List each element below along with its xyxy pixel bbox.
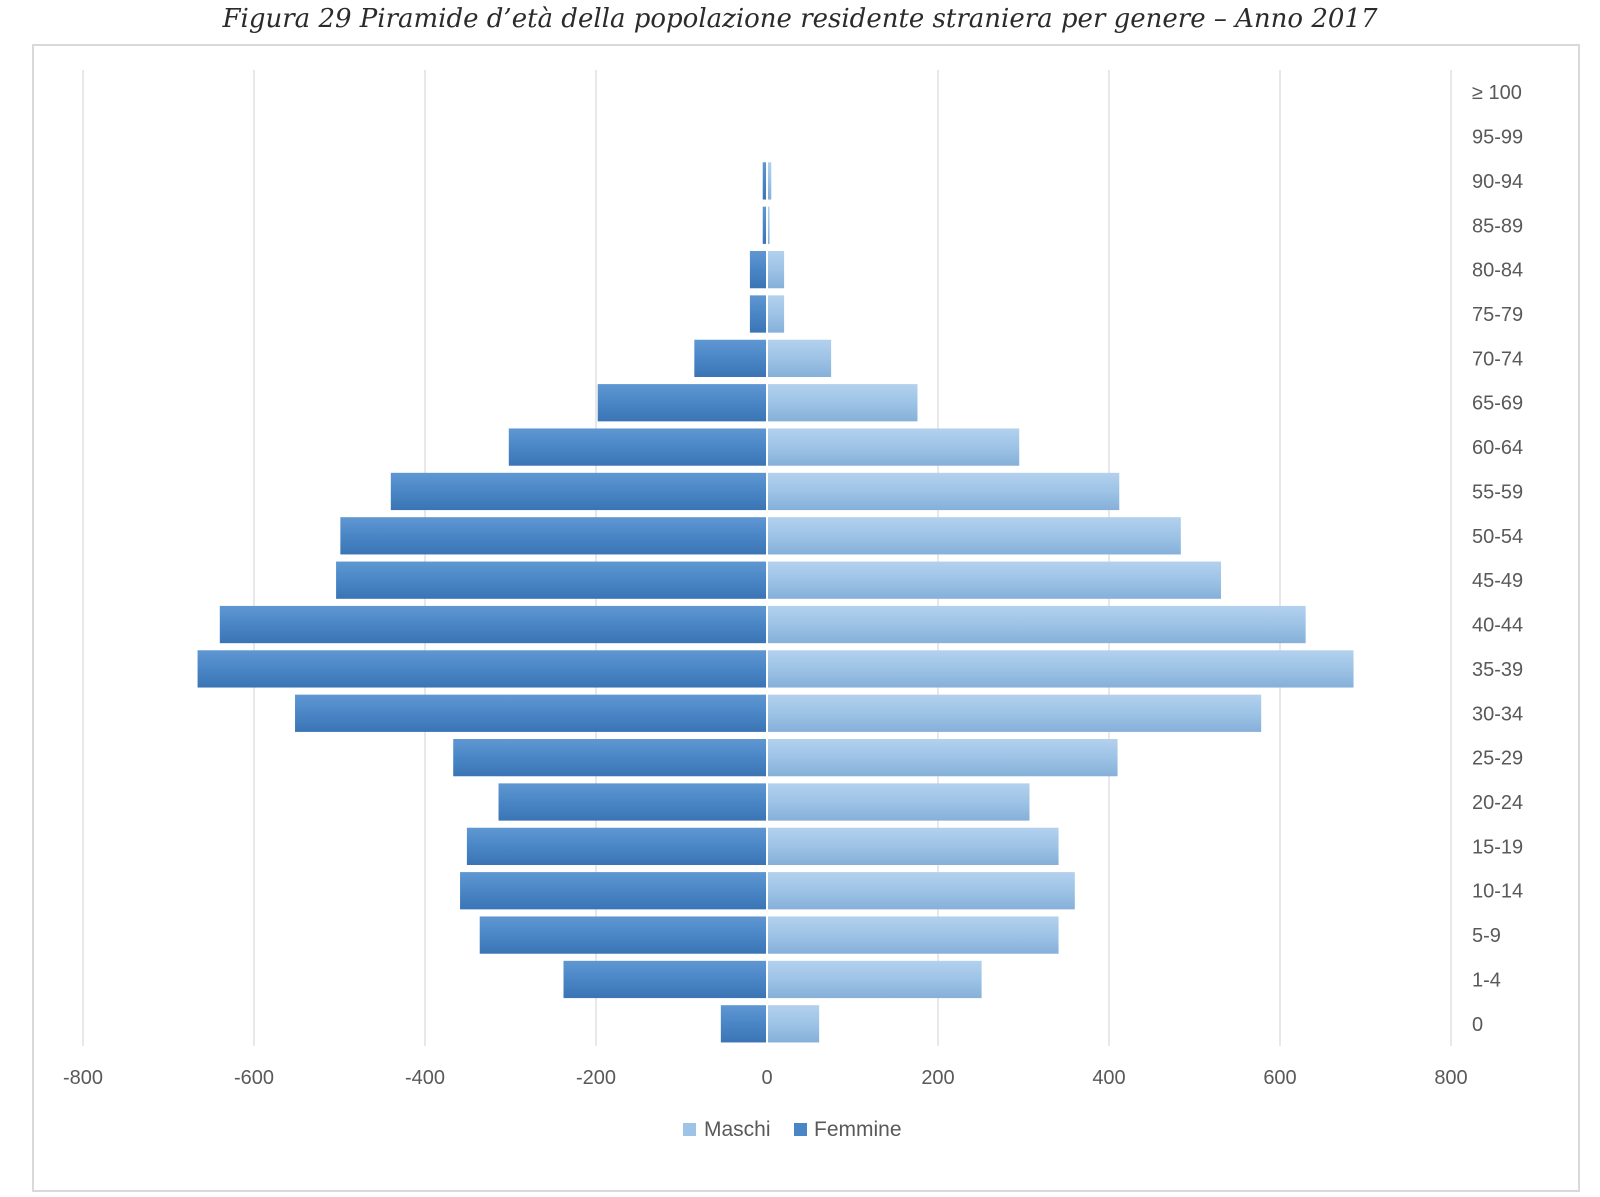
bar-femmine	[453, 739, 767, 777]
bar-maschi	[767, 472, 1120, 511]
bar-maschi	[767, 206, 770, 244]
category-label: 0	[1472, 1014, 1483, 1036]
bar-maschi	[767, 694, 1262, 732]
category-label: 60-64	[1472, 437, 1523, 459]
x-tick-label: -800	[63, 1067, 103, 1089]
bar-maschi	[767, 561, 1222, 599]
bar-maschi	[767, 605, 1306, 644]
bar-maschi	[767, 650, 1354, 688]
x-tick-label: -400	[405, 1067, 445, 1089]
category-label: 90-94	[1472, 171, 1523, 193]
bar-femmine	[597, 384, 767, 422]
x-tick-label: -600	[234, 1067, 274, 1089]
category-label: 75-79	[1472, 304, 1523, 326]
bar-maschi	[767, 251, 785, 289]
bar-femmine	[336, 561, 767, 599]
bar-femmine	[295, 694, 767, 732]
bar-femmine	[762, 206, 767, 244]
bar-femmine	[498, 783, 767, 821]
bar-femmine	[479, 916, 767, 954]
category-label: 5-9	[1472, 925, 1501, 947]
legend-swatch-maschi	[683, 1123, 696, 1136]
legend-swatch-femmine	[794, 1123, 807, 1136]
legend: Maschi Femmine	[683, 1118, 902, 1141]
category-label: 35-39	[1472, 659, 1523, 681]
x-tick-label: 400	[1092, 1067, 1125, 1089]
x-tick-label: 0	[761, 1067, 772, 1089]
bar-femmine	[340, 517, 767, 555]
category-label: 20-24	[1472, 792, 1523, 814]
category-label: 80-84	[1472, 260, 1523, 282]
x-axis-labels: -800 -600 -400 -200 0 200 400 600 800	[63, 1067, 1468, 1089]
bar-maschi	[767, 162, 772, 200]
bar-maschi	[767, 428, 1020, 466]
bars	[197, 70, 1354, 1046]
category-label: 70-74	[1472, 348, 1523, 370]
bar-femmine	[720, 1005, 767, 1043]
bar-femmine	[749, 251, 767, 289]
category-label: 40-44	[1472, 615, 1523, 637]
x-tick-label: 200	[921, 1067, 954, 1089]
category-label: 1-4	[1472, 969, 1501, 991]
category-label: 25-29	[1472, 748, 1523, 770]
category-label: 65-69	[1472, 393, 1523, 415]
bar-femmine	[508, 428, 767, 466]
bar-femmine	[466, 827, 767, 865]
bar-femmine	[563, 960, 767, 999]
category-label: 30-34	[1472, 703, 1523, 725]
x-tick-label: 800	[1434, 1067, 1467, 1089]
category-label: ≥ 100	[1472, 82, 1522, 104]
x-tick-label: 600	[1263, 1067, 1296, 1089]
bar-femmine	[219, 605, 768, 644]
bar-maschi	[767, 517, 1181, 555]
category-labels: ≥ 100 95-99 90-94 85-89 80-84 75-79 70-74 65-69…	[1472, 82, 1523, 1036]
category-label: 85-89	[1472, 215, 1523, 237]
category-label: 10-14	[1472, 881, 1523, 903]
legend-label-femmine: Femmine	[814, 1118, 902, 1141]
category-label: 15-19	[1472, 836, 1523, 858]
bar-maschi	[767, 827, 1059, 865]
x-tick-label: -200	[576, 1067, 616, 1089]
bar-femmine	[749, 295, 767, 333]
bar-maschi	[767, 339, 832, 377]
bar-maschi	[767, 295, 785, 333]
bar-femmine	[762, 162, 767, 200]
figure-caption: Figura 29 Piramide d’età della popolazio…	[222, 4, 1378, 34]
bar-maschi	[767, 1005, 820, 1043]
bar-maschi	[767, 916, 1059, 954]
bar-femmine	[460, 872, 767, 910]
bar-femmine	[694, 339, 767, 377]
legend-label-maschi: Maschi	[704, 1118, 771, 1141]
bar-maschi	[767, 783, 1030, 821]
bar-maschi	[767, 739, 1118, 777]
category-label: 45-49	[1472, 570, 1523, 592]
bar-maschi	[767, 872, 1075, 910]
category-label: 55-59	[1472, 481, 1523, 503]
category-label: 50-54	[1472, 526, 1523, 548]
bar-maschi	[767, 384, 918, 422]
bar-maschi	[767, 960, 982, 999]
bar-femmine	[197, 650, 767, 688]
category-label: 95-99	[1472, 127, 1523, 149]
bar-femmine	[390, 472, 767, 511]
